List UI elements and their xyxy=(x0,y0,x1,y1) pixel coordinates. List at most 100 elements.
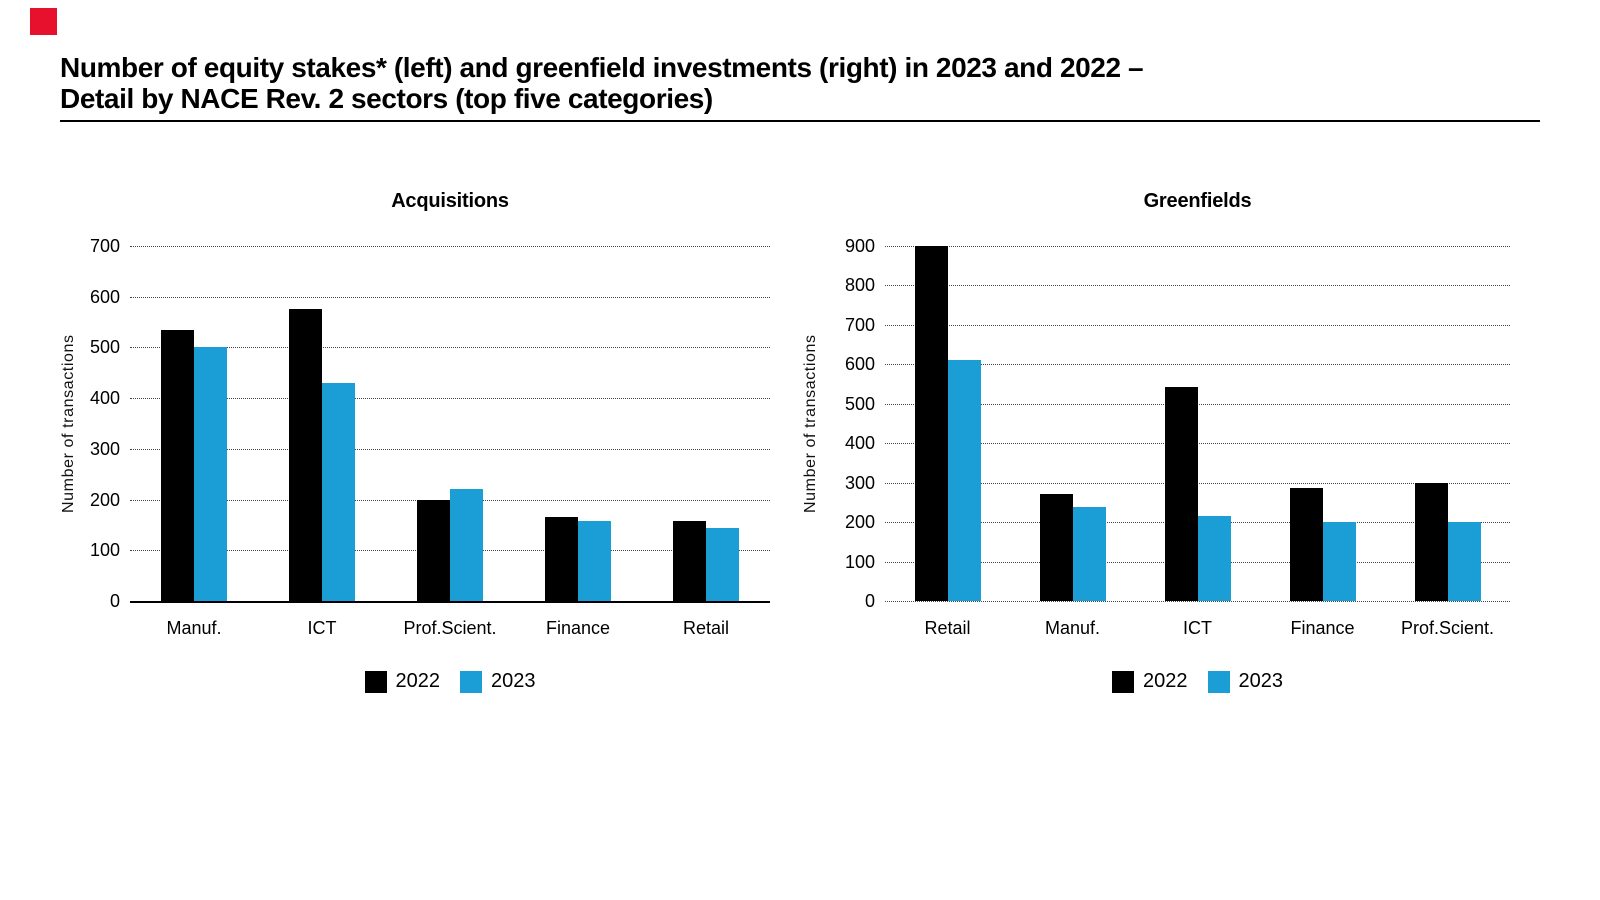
gridline-300 xyxy=(885,482,1510,484)
legend-item-2023: 2023 xyxy=(460,670,536,693)
bar-2023-ict xyxy=(1197,516,1231,601)
bar-2023-retail xyxy=(947,360,981,601)
legend-item-2023: 2023 xyxy=(1207,670,1284,693)
x-axis-label-ict: ICT xyxy=(1183,618,1212,638)
category-slot-retail xyxy=(642,246,770,601)
x-axis-label-manuf: Manuf. xyxy=(166,618,222,638)
y-tick-label-0: 0 xyxy=(864,591,875,611)
bar-2023-manuf xyxy=(194,347,227,601)
plot-area xyxy=(130,246,770,603)
y-tick-label-200: 200 xyxy=(844,512,875,533)
x-axis-label-retail: Retail xyxy=(924,618,971,638)
bar-2022-ict xyxy=(289,309,322,601)
gridline-600 xyxy=(885,364,1510,366)
category-slot-ict xyxy=(258,246,386,601)
bar-2022-manuf xyxy=(161,330,194,601)
gridline-0 xyxy=(130,601,770,603)
y-tick-label-300: 300 xyxy=(89,438,120,459)
category-slot-manuf xyxy=(1010,246,1135,601)
y-tick-label-100: 100 xyxy=(844,551,875,572)
legend-label-2022: 2022 xyxy=(395,670,441,692)
bar-2022-retail xyxy=(673,521,706,601)
page-title-line1: Number of equity stakes* (left) and gree… xyxy=(60,52,1144,83)
y-tick-label-900: 900 xyxy=(844,236,875,256)
bar-2023-finance xyxy=(578,521,611,601)
x-axis-labels: Manuf. ICT Prof.Scient. Finance Retail xyxy=(130,618,770,639)
gridline-500 xyxy=(885,403,1510,405)
bar-2023-profscient xyxy=(450,489,483,601)
y-tick-label-100: 100 xyxy=(89,540,120,561)
legend-label-2023: 2023 xyxy=(1238,670,1284,692)
x-axis-label-profscient: Prof.Scient. xyxy=(403,618,497,638)
bar-2022-manuf xyxy=(1039,494,1073,601)
page-title: Number of equity stakes* (left) and gree… xyxy=(60,52,1520,114)
bar-2022-profscient xyxy=(1414,483,1448,601)
bar-2022-finance xyxy=(545,517,578,601)
category-slot-profscient xyxy=(1385,246,1510,601)
legend-swatch-2023 xyxy=(460,670,482,693)
brand-red-square-logo xyxy=(30,8,57,35)
gridline-500 xyxy=(130,347,770,349)
bar-2022-ict xyxy=(1164,387,1198,601)
y-tick-label-600: 600 xyxy=(89,286,120,307)
legend-item-2022: 2022 xyxy=(1112,670,1188,693)
y-tick-label-400: 400 xyxy=(89,388,120,409)
x-axis-label-manuf: Manuf. xyxy=(1044,618,1101,638)
gridline-400 xyxy=(885,443,1510,445)
gridline-300 xyxy=(130,448,770,450)
legend-item-2022: 2022 xyxy=(364,670,441,693)
y-tick-label-0: 0 xyxy=(109,591,120,611)
chart-title: Acquisitions xyxy=(391,190,509,212)
y-tick-label-700: 700 xyxy=(89,236,120,256)
gridline-400 xyxy=(130,398,770,400)
title-rule xyxy=(60,120,1540,122)
gridline-0 xyxy=(885,601,1510,602)
chart-greenfields: Greenfields Number of transactions Retai… xyxy=(790,180,1550,740)
category-slot-profscient xyxy=(386,246,514,601)
category-slot-finance xyxy=(1260,246,1385,601)
gridline-900 xyxy=(885,246,1510,247)
bar-2023-finance xyxy=(1322,522,1356,601)
gridline-700 xyxy=(885,324,1510,326)
x-axis-label-retail: Retail xyxy=(682,618,730,638)
legend-label-2023: 2023 xyxy=(491,670,536,692)
bars-row xyxy=(885,246,1510,601)
bars-row xyxy=(130,246,770,601)
x-axis-labels: Retail Manuf. ICT Finance Prof.Scient. xyxy=(885,618,1510,639)
legend-swatch-2022 xyxy=(364,670,387,693)
y-axis-label: Number of transactions xyxy=(802,334,819,513)
x-axis-label-profscient: Prof.Scient. xyxy=(1400,618,1495,638)
legend-label-2022: 2022 xyxy=(1143,670,1188,692)
category-slot-ict xyxy=(1135,246,1260,601)
x-axis-label-ict: ICT xyxy=(307,618,337,638)
chart-acquisitions: Acquisitions Number of transactions Manu… xyxy=(60,180,790,740)
legend-swatch-2022 xyxy=(1112,670,1134,693)
y-tick-label-800: 800 xyxy=(844,275,875,296)
gridline-800 xyxy=(885,285,1510,287)
bar-2023-retail xyxy=(706,528,739,601)
category-slot-manuf xyxy=(130,246,258,601)
bar-2022-retail xyxy=(914,246,948,601)
bar-2022-finance xyxy=(1289,488,1323,601)
bar-2023-manuf xyxy=(1072,507,1106,601)
category-slot-retail xyxy=(885,246,1010,601)
bar-2023-ict xyxy=(322,383,355,601)
y-tick-label-200: 200 xyxy=(89,489,120,510)
x-axis-label-finance: Finance xyxy=(545,618,611,638)
bar-2023-profscient xyxy=(1447,522,1481,601)
plot-area xyxy=(885,246,1510,602)
gridline-700 xyxy=(130,246,770,247)
legend-swatch-2023 xyxy=(1207,670,1230,693)
chart-legend: 2022 2023 xyxy=(130,670,770,693)
category-slot-finance xyxy=(514,246,642,601)
bar-2022-profscient xyxy=(417,500,450,601)
chart-title: Greenfields xyxy=(1143,190,1252,212)
page-title-line2: Detail by NACE Rev. 2 sectors (top five … xyxy=(60,83,713,114)
y-tick-label-700: 700 xyxy=(844,314,875,335)
y-tick-label-500: 500 xyxy=(89,337,120,358)
y-tick-label-300: 300 xyxy=(844,472,875,493)
y-tick-label-500: 500 xyxy=(844,393,875,414)
y-tick-label-600: 600 xyxy=(844,354,875,375)
gridline-600 xyxy=(130,296,770,298)
y-tick-label-400: 400 xyxy=(844,433,875,454)
